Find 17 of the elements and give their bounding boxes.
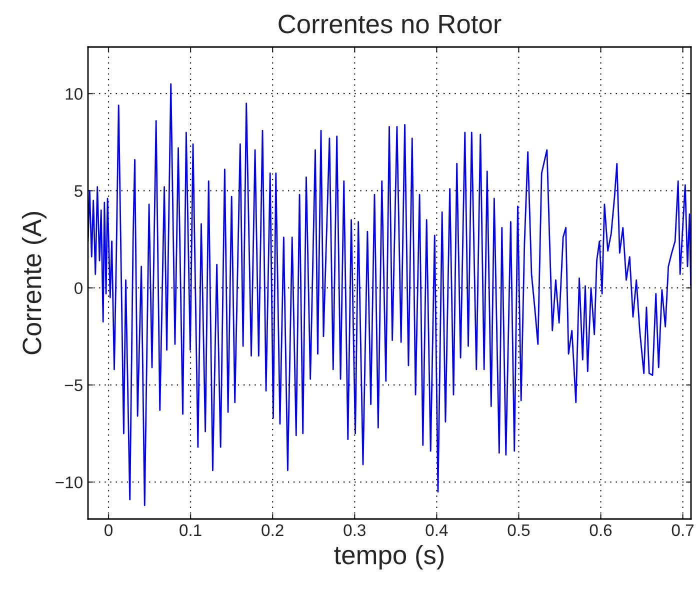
x-tick-label: 0.3 — [344, 524, 366, 536]
y-axis-title: Corrente (A) — [22, 212, 47, 354]
x-tick-label: 0.1 — [180, 524, 202, 536]
x-tick-label: 0.7 — [672, 524, 694, 536]
y-tick-label: 10 — [66, 88, 82, 100]
y-tick-label: 5 — [74, 185, 82, 197]
x-tick-label: 0.2 — [262, 524, 284, 536]
x-tick-label: 0.5 — [508, 524, 530, 536]
x-tick-label: 0.4 — [426, 524, 448, 536]
chart-title: Correntes no Rotor — [278, 14, 502, 34]
y-tick-label: −10 — [56, 476, 82, 488]
x-tick-label: 0.6 — [590, 524, 612, 536]
y-tick-label: 0 — [74, 282, 82, 294]
line-series — [88, 83, 691, 506]
x-tick-label: 0 — [104, 524, 112, 536]
x-axis-title: tempo (s) — [334, 544, 444, 570]
y-tick-label: −5 — [64, 380, 82, 392]
